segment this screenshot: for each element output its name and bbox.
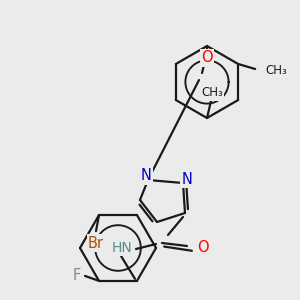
Text: O: O bbox=[201, 50, 213, 65]
Text: N: N bbox=[141, 169, 152, 184]
Text: CH₃: CH₃ bbox=[201, 86, 223, 100]
Text: F: F bbox=[73, 268, 81, 284]
Text: HN: HN bbox=[112, 241, 132, 255]
Text: O: O bbox=[197, 241, 209, 256]
Text: CH₃: CH₃ bbox=[265, 64, 287, 76]
Text: Br: Br bbox=[88, 236, 104, 250]
Text: N: N bbox=[182, 172, 192, 187]
